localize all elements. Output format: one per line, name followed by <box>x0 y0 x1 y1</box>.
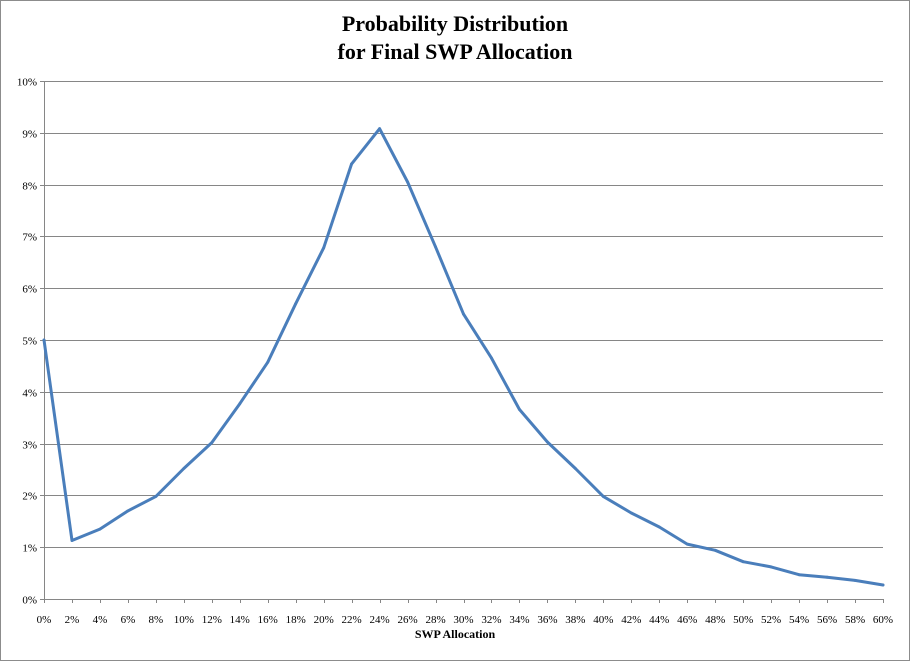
data-point-0-4 <box>154 495 158 498</box>
y-tick-label-2: 2% <box>22 491 37 503</box>
data-point-0-26 <box>769 565 773 569</box>
data-point-0-20 <box>601 495 605 498</box>
y-tick-label-0: 0% <box>22 595 37 607</box>
series-line-0 <box>42 127 885 587</box>
x-tick-label-14: 28% <box>425 614 445 626</box>
data-point-0-19 <box>574 467 577 470</box>
x-tick-label-23: 46% <box>677 614 697 626</box>
chart-title: Probability Distribution for Final SWP A… <box>0 10 910 66</box>
x-tick-label-8: 16% <box>258 614 278 626</box>
x-tick-label-9: 18% <box>286 614 306 626</box>
data-point-0-10 <box>322 246 326 250</box>
data-point-0-6 <box>210 441 214 444</box>
data-point-0-13 <box>406 180 409 184</box>
data-point-0-15 <box>462 312 465 316</box>
data-point-0-9 <box>294 302 298 306</box>
x-tick-label-20: 40% <box>593 614 613 626</box>
chart-title-line-2: for Final SWP Allocation <box>337 39 573 64</box>
x-tick-label-22: 44% <box>649 614 669 626</box>
data-point-0-18 <box>546 440 549 444</box>
x-tick-label-15: 30% <box>453 614 473 626</box>
data-point-0-1 <box>70 539 74 542</box>
gridlines <box>44 81 883 600</box>
data-point-0-3 <box>126 509 130 513</box>
x-tick-label-1: 2% <box>65 614 80 626</box>
x-tick-label-19: 38% <box>565 614 585 626</box>
y-tick-label-10: 10% <box>17 77 37 89</box>
x-tick-label-29: 58% <box>845 614 865 626</box>
data-point-0-16 <box>490 356 493 360</box>
data-point-0-5 <box>182 467 186 470</box>
x-tick-label-26: 52% <box>761 614 781 626</box>
x-tick-label-16: 32% <box>481 614 501 626</box>
x-tick-label-6: 12% <box>202 614 222 626</box>
x-axis-ticks: 0% 2% 4% 6% 8% 10% 12% 14% 16% 18% 20% 22% 24% 26% 28%… <box>37 599 893 626</box>
x-tick-label-17: 34% <box>509 614 529 626</box>
data-point-0-8 <box>266 360 270 364</box>
data-point-0-21 <box>629 511 633 515</box>
x-tick-label-12: 24% <box>370 614 390 626</box>
series-group <box>42 127 885 587</box>
y-tick-label-1: 1% <box>22 543 37 555</box>
x-tick-label-0: 0% <box>37 614 52 626</box>
y-tick-label-7: 7% <box>22 232 37 244</box>
data-point-0-0 <box>42 338 46 342</box>
data-point-0-23 <box>685 542 689 546</box>
data-point-0-28 <box>825 575 829 579</box>
y-axis-ticks: 0% 1% 2% 3% 4% 5% 6% 7% 8% 9% 10% <box>17 77 44 607</box>
data-point-0-22 <box>657 525 661 529</box>
data-point-0-14 <box>434 245 437 249</box>
data-point-0-12 <box>378 127 381 131</box>
data-point-0-11 <box>350 162 353 166</box>
x-tick-label-5: 10% <box>174 614 194 626</box>
x-tick-label-11: 22% <box>342 614 362 626</box>
data-point-0-27 <box>797 573 801 577</box>
x-tick-label-21: 42% <box>621 614 641 626</box>
x-tick-label-3: 6% <box>121 614 136 626</box>
x-tick-label-7: 14% <box>230 614 250 626</box>
y-tick-label-9: 9% <box>22 129 37 141</box>
x-tick-label-18: 36% <box>537 614 557 626</box>
data-point-0-30 <box>881 583 885 587</box>
x-tick-label-30: 60% <box>873 614 893 626</box>
y-tick-label-4: 4% <box>22 388 37 400</box>
chart-title-line-1: Probability Distribution <box>341 11 569 36</box>
data-point-0-25 <box>741 560 745 564</box>
data-point-0-24 <box>713 548 717 552</box>
x-axis-label: SWP Allocation <box>414 627 496 641</box>
x-tick-label-27: 54% <box>789 614 809 626</box>
x-tick-label-28: 56% <box>817 614 837 626</box>
x-tick-label-24: 48% <box>705 614 725 626</box>
x-tick-label-4: 8% <box>149 614 164 626</box>
data-point-0-7 <box>238 402 242 406</box>
x-tick-label-10: 20% <box>314 614 334 626</box>
x-tick-label-25: 50% <box>733 614 753 626</box>
x-tick-label-2: 4% <box>93 614 108 626</box>
y-tick-label-3: 3% <box>22 440 37 452</box>
y-tick-label-5: 5% <box>22 336 37 348</box>
y-tick-label-8: 8% <box>22 181 37 193</box>
y-tick-label-6: 6% <box>22 284 37 296</box>
x-tick-label-13: 26% <box>397 614 417 626</box>
data-point-0-2 <box>98 527 102 531</box>
data-point-0-17 <box>518 408 521 411</box>
data-point-0-29 <box>853 579 857 582</box>
